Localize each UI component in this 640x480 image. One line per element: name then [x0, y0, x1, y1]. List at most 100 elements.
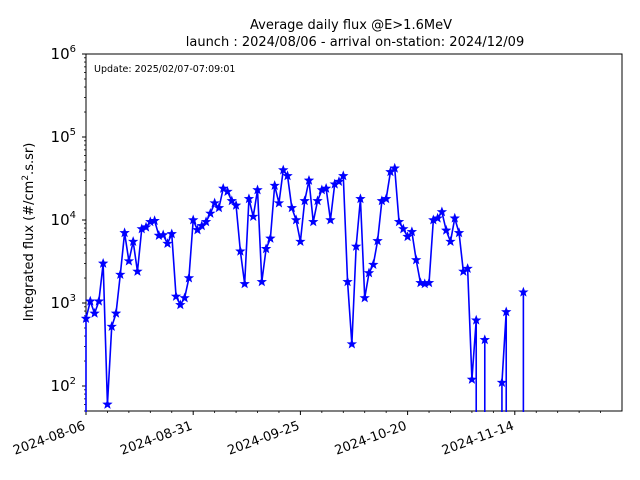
- y-axis-label-sup: 2: [21, 175, 31, 181]
- data-point-marker: [449, 212, 460, 223]
- plot-area: [85, 53, 623, 412]
- data-point-marker: [363, 267, 375, 278]
- data-point-marker: [123, 255, 135, 266]
- data-point-marker: [338, 170, 349, 181]
- data-point-marker: [368, 259, 379, 270]
- data-point-marker: [462, 263, 473, 273]
- data-point-marker: [320, 182, 332, 193]
- data-point-marker: [479, 334, 490, 345]
- x-tick-label: 2024-08-31: [118, 419, 194, 459]
- data-point-marker: [127, 236, 139, 246]
- data-point-marker: [295, 236, 306, 246]
- y-axis-label: Integrated flux (#/cm2.s.sr): [21, 143, 37, 322]
- x-axis: 2024-08-06 2024-08-31 2024-09-25 2024-10-20…: [11, 411, 601, 459]
- update-annotation: Update: 2025/02/07-07:09:01: [94, 64, 235, 75]
- data-point-marker: [453, 227, 465, 238]
- data-point-marker: [286, 202, 298, 213]
- data-point-marker: [248, 211, 259, 221]
- data-point-marker: [175, 299, 186, 310]
- data-point-marker: [445, 236, 456, 246]
- data-point-marker: [436, 206, 448, 217]
- data-point-marker: [441, 224, 452, 235]
- x-tick-label: 2024-10-20: [333, 419, 409, 459]
- chart-title: Average daily flux @E>1.6MeV: [250, 18, 452, 33]
- series-flux: [80, 162, 529, 412]
- y-axis-label-main: Integrated flux (#/cm: [22, 181, 37, 322]
- data-point-marker: [200, 216, 212, 227]
- data-point-marker: [410, 254, 422, 265]
- data-point-marker: [188, 214, 199, 225]
- data-point-marker: [346, 338, 358, 349]
- y-axis-label-tail: .s.sr): [22, 143, 37, 175]
- chart-subtitle: launch : 2024/08/06 - arrival on-station…: [186, 35, 524, 50]
- data-point-marker: [278, 164, 289, 175]
- data-point-marker: [170, 290, 182, 301]
- data-point-marker: [149, 215, 160, 226]
- data-point-marker: [252, 184, 263, 195]
- data-point-marker: [115, 269, 126, 280]
- data-point-marker: [402, 231, 413, 242]
- data-point-marker: [308, 216, 319, 227]
- x-tick-label: 2024-09-25: [226, 419, 302, 459]
- data-point-marker: [226, 195, 237, 206]
- data-point-marker: [501, 306, 512, 317]
- data-point-marker: [106, 321, 117, 331]
- y-tick-label: 103: [51, 293, 76, 312]
- data-point-marker: [209, 197, 220, 208]
- data-point-marker: [359, 292, 370, 303]
- data-point-marker: [132, 265, 143, 276]
- data-point-marker: [398, 223, 409, 234]
- data-point-marker: [393, 216, 405, 227]
- data-point-marker: [269, 180, 280, 190]
- data-point-marker: [179, 292, 190, 303]
- data-point-marker: [471, 314, 482, 325]
- data-point-marker: [496, 377, 508, 387]
- data-point-marker: [97, 257, 109, 268]
- data-point-marker: [93, 295, 105, 306]
- data-point-marker: [260, 243, 272, 254]
- data-point-marker: [205, 207, 216, 218]
- data-point-marker: [290, 214, 302, 225]
- data-point-marker: [256, 276, 267, 287]
- data-point-marker: [389, 162, 400, 173]
- y-axis: 102 103 104 105 106: [51, 44, 86, 412]
- data-point-marker: [119, 227, 130, 238]
- data-point-marker: [183, 272, 195, 283]
- data-point-marker: [85, 295, 96, 306]
- data-point-marker: [518, 286, 529, 297]
- data-point-marker: [355, 193, 366, 204]
- data-point-marker: [342, 276, 353, 287]
- data-point-marker: [333, 176, 345, 187]
- data-point-marker: [380, 193, 392, 204]
- data-point-marker: [312, 195, 323, 206]
- data-point-marker: [303, 174, 315, 185]
- data-point-marker: [239, 278, 250, 289]
- data-point-marker: [466, 373, 478, 384]
- data-point-marker: [110, 307, 122, 318]
- data-point-marker: [273, 197, 285, 208]
- data-point-marker: [350, 241, 362, 251]
- data-point-marker: [222, 186, 233, 197]
- data-point-marker: [406, 226, 418, 237]
- data-point-marker: [243, 193, 255, 204]
- data-point-marker: [213, 202, 225, 213]
- data-point-marker: [372, 235, 383, 246]
- y-tick-label: 105: [51, 127, 76, 146]
- data-point-marker: [89, 307, 100, 318]
- data-point-marker: [230, 199, 242, 210]
- data-point-marker: [140, 221, 152, 232]
- data-point-marker: [102, 398, 113, 409]
- data-point-marker: [423, 277, 435, 288]
- x-tick-label: 2024-08-06: [11, 419, 87, 459]
- x-tick-label: 2024-11-14: [440, 419, 516, 459]
- data-point-marker: [432, 212, 443, 223]
- y-tick-label: 106: [51, 44, 76, 63]
- data-point-marker: [157, 229, 169, 240]
- data-point-marker: [265, 232, 276, 243]
- data-point-marker: [80, 313, 92, 323]
- y-tick-label: 104: [51, 210, 76, 229]
- y-tick-label: 102: [51, 376, 76, 395]
- data-point-marker: [235, 245, 246, 256]
- data-point-marker: [162, 238, 173, 248]
